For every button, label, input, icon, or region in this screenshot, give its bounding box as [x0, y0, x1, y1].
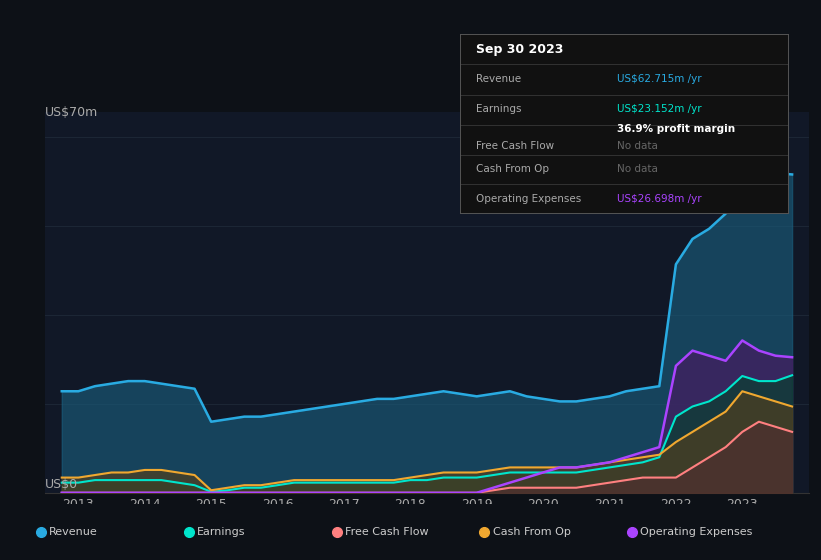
Text: US$26.698m /yr: US$26.698m /yr: [617, 194, 702, 204]
Text: Sep 30 2023: Sep 30 2023: [476, 43, 563, 56]
Text: Revenue: Revenue: [476, 74, 521, 85]
Text: Cash From Op: Cash From Op: [493, 527, 571, 537]
Text: US$62.715m /yr: US$62.715m /yr: [617, 74, 702, 85]
Text: US$0: US$0: [45, 478, 78, 491]
Text: Revenue: Revenue: [49, 527, 98, 537]
Text: Free Cash Flow: Free Cash Flow: [476, 142, 554, 152]
Text: Earnings: Earnings: [476, 104, 521, 114]
Text: Free Cash Flow: Free Cash Flow: [345, 527, 429, 537]
Text: US$70m: US$70m: [45, 105, 99, 119]
Text: No data: No data: [617, 142, 658, 152]
Text: Cash From Op: Cash From Op: [476, 164, 549, 174]
Text: Operating Expenses: Operating Expenses: [476, 194, 581, 204]
Text: No data: No data: [617, 164, 658, 174]
Text: Earnings: Earnings: [197, 527, 245, 537]
Text: US$23.152m /yr: US$23.152m /yr: [617, 104, 702, 114]
Text: 36.9% profit margin: 36.9% profit margin: [617, 124, 736, 134]
Text: Operating Expenses: Operating Expenses: [640, 527, 753, 537]
